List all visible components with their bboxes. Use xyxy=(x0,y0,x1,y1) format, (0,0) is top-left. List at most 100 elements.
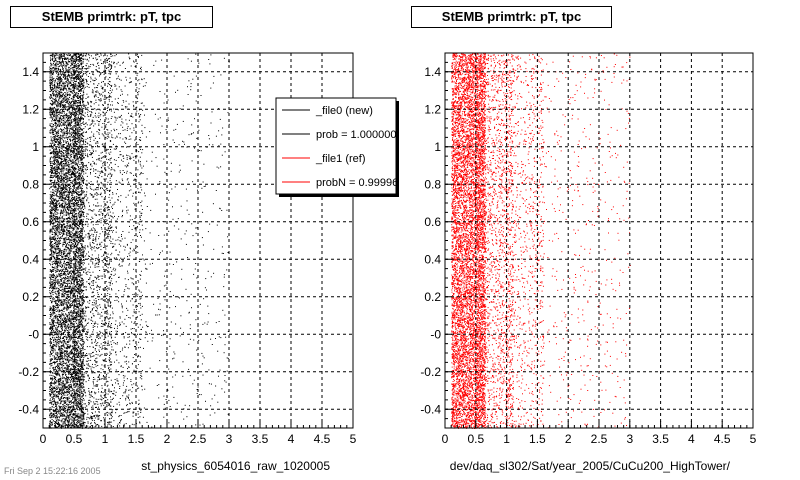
scatter-point xyxy=(53,391,55,393)
scatter-point xyxy=(60,125,62,127)
scatter-point xyxy=(114,163,116,165)
scatter-point xyxy=(51,80,53,82)
scatter-point xyxy=(71,311,73,313)
scatter-point xyxy=(129,58,131,60)
scatter-point xyxy=(74,250,76,252)
scatter-point xyxy=(126,395,128,397)
scatter-point xyxy=(63,259,65,261)
scatter-point xyxy=(75,174,77,176)
scatter-point xyxy=(96,187,98,188)
scatter-point xyxy=(69,125,71,127)
scatter-point xyxy=(63,346,65,348)
scatter-point xyxy=(83,390,85,392)
scatter-point xyxy=(77,191,79,193)
scatter-point xyxy=(98,259,100,261)
scatter-point xyxy=(139,83,141,85)
scatter-point xyxy=(175,323,177,325)
scatter-point xyxy=(142,132,144,134)
scatter-point xyxy=(59,350,61,352)
scatter-point xyxy=(79,279,80,281)
scatter-point xyxy=(60,348,62,350)
scatter-point xyxy=(68,252,70,254)
scatter-point xyxy=(60,250,62,252)
scatter-point xyxy=(75,172,77,174)
scatter-point xyxy=(200,394,202,396)
scatter-point xyxy=(61,301,63,303)
scatter-point xyxy=(70,351,72,353)
scatter-point xyxy=(49,257,51,259)
scatter-point xyxy=(55,96,56,98)
scatter-point xyxy=(79,273,81,275)
scatter-point xyxy=(59,226,61,228)
scatter-point xyxy=(82,303,84,305)
scatter-point xyxy=(193,132,194,134)
scatter-point xyxy=(101,126,103,128)
scatter-point xyxy=(57,167,59,169)
scatter-point xyxy=(163,102,165,104)
scatter-point xyxy=(176,261,178,263)
scatter-point xyxy=(83,165,85,167)
scatter-point xyxy=(157,298,159,299)
scatter-point xyxy=(106,348,108,350)
scatter-point xyxy=(49,75,51,77)
scatter-point xyxy=(66,90,68,92)
scatter-point xyxy=(222,127,224,129)
scatter-point xyxy=(71,316,73,318)
scatter-point xyxy=(76,288,78,290)
scatter-point xyxy=(163,395,165,397)
scatter-point xyxy=(52,409,54,411)
scatter-point xyxy=(168,192,170,194)
scatter-point xyxy=(77,82,79,84)
scatter-point xyxy=(138,303,140,305)
scatter-point xyxy=(73,188,74,190)
scatter-point xyxy=(92,381,94,383)
scatter-point xyxy=(80,368,82,370)
scatter-point xyxy=(50,360,52,362)
scatter-point xyxy=(82,255,84,257)
scatter-point xyxy=(178,228,180,230)
scatter-point xyxy=(56,414,58,416)
scatter-point xyxy=(74,234,76,236)
scatter-point xyxy=(107,149,109,150)
scatter-point xyxy=(111,216,113,218)
scatter-point xyxy=(60,116,62,118)
scatter-point xyxy=(66,267,68,269)
scatter-point xyxy=(82,290,84,291)
scatter-point xyxy=(74,55,76,57)
scatter-point xyxy=(59,232,61,234)
scatter-point xyxy=(63,152,64,154)
scatter-point xyxy=(69,128,71,130)
scatter-point xyxy=(139,119,141,121)
scatter-point xyxy=(80,355,82,357)
scatter-point xyxy=(50,394,51,396)
scatter-point xyxy=(77,270,79,272)
scatter-point xyxy=(66,416,68,418)
scatter-point xyxy=(81,238,83,240)
scatter-point xyxy=(49,94,51,95)
scatter-point xyxy=(197,386,199,388)
scatter-point xyxy=(199,303,201,305)
scatter-point xyxy=(111,134,113,136)
scatter-point xyxy=(81,279,83,281)
scatter-point xyxy=(105,389,107,391)
scatter-point xyxy=(110,67,112,69)
scatter-point xyxy=(64,123,66,125)
scatter-point xyxy=(51,252,53,254)
scatter-point xyxy=(128,190,130,192)
scatter-point xyxy=(97,418,99,420)
scatter-point xyxy=(67,126,69,128)
scatter-point xyxy=(105,72,107,74)
scatter-point xyxy=(58,294,60,296)
scatter-point xyxy=(71,393,73,395)
scatter-point xyxy=(74,242,76,244)
scatter-point xyxy=(57,310,58,312)
scatter-point xyxy=(76,218,78,220)
scatter-point xyxy=(76,249,78,251)
scatter-point xyxy=(103,73,105,75)
scatter-point xyxy=(84,206,86,208)
scatter-point xyxy=(55,357,56,359)
scatter-point xyxy=(80,154,82,156)
scatter-point xyxy=(103,206,105,208)
scatter-point xyxy=(137,294,139,296)
scatter-point xyxy=(81,375,83,377)
